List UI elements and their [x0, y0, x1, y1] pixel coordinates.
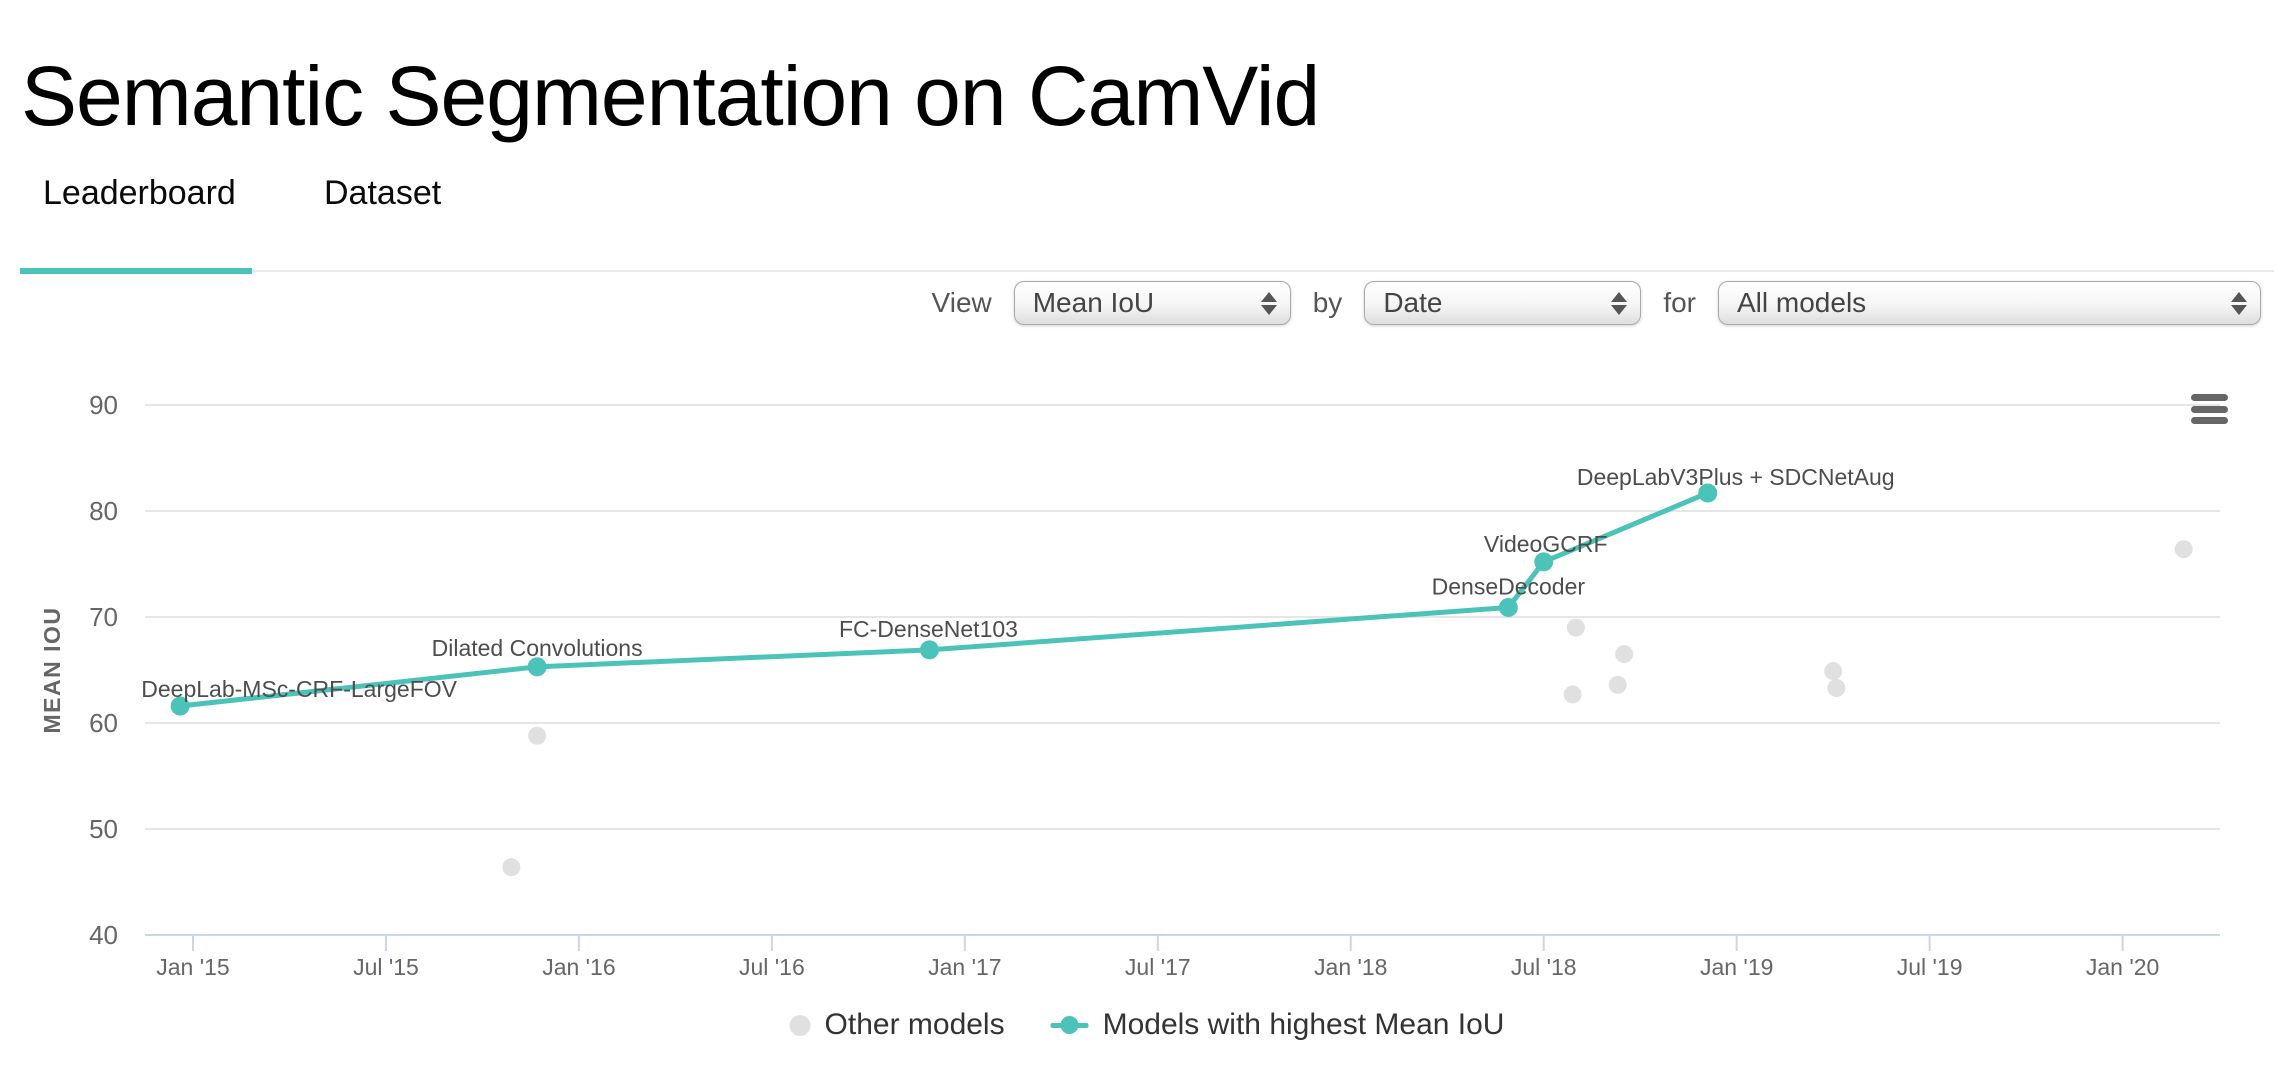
y-axis-label: 40 — [89, 920, 118, 950]
best-model-point[interactable] — [527, 657, 547, 677]
other-model-point[interactable] — [1566, 618, 1585, 637]
select-arrows-icon — [2231, 291, 2247, 315]
legend-item-models-with-highest-mean-iou[interactable]: Models with highest Mean IoU — [1050, 1008, 1505, 1042]
chart-canvas: 40 50 60 70 80 90 Jan '15 Jul '15 Jan '16 Jul '16… — [39, 390, 2220, 980]
axis-select[interactable]: Date — [1364, 281, 1642, 325]
other-model-point[interactable] — [1608, 675, 1627, 694]
best-models-line — [177, 490, 1711, 709]
data-point-label: DenseDecoder — [1432, 573, 1586, 599]
metric-select[interactable]: Mean IoU — [1013, 281, 1291, 325]
by-label: by — [1312, 287, 1343, 318]
data-point-label: DeepLabV3Plus + SDCNetAug — [1577, 464, 1895, 490]
y-axis-title: MEAN IOU — [39, 607, 65, 734]
legend-label: Models with highest Mean IoU — [1102, 1008, 1505, 1041]
y-axis-label: 80 — [89, 496, 118, 526]
page-title: Semantic Segmentation on CamVid — [21, 49, 1320, 144]
x-axis-label: Jul '15 — [353, 954, 419, 980]
hamburger-icon — [2191, 405, 2228, 413]
y-axis-label: 60 — [89, 708, 118, 738]
other-model-point[interactable] — [1563, 685, 1582, 704]
x-axis-label: Jul '18 — [1511, 954, 1577, 980]
best-model-point[interactable] — [170, 696, 190, 716]
other-model-point[interactable] — [1824, 662, 1843, 681]
for-label: for — [1663, 287, 1696, 318]
chart-view-controls: View Mean IoU by Date for All models — [932, 281, 2261, 325]
active-tab-underline — [20, 268, 252, 274]
other-model-point[interactable] — [1827, 679, 1846, 698]
x-axis-label: Jul '17 — [1125, 954, 1191, 980]
x-axis-label: Jan '18 — [1314, 954, 1387, 980]
view-label: View — [931, 287, 992, 318]
data-point-label: FC-DenseNet103 — [839, 616, 1018, 642]
metric-select-value: Mean IoU — [1032, 287, 1155, 318]
x-axis-label: Jan '19 — [1700, 954, 1773, 980]
data-point-label: VideoGCRF — [1484, 531, 1608, 557]
hamburger-icon — [2191, 394, 2228, 401]
select-arrows-icon — [1611, 291, 1628, 315]
legend-item-other-models[interactable]: Other models — [789, 1008, 1005, 1042]
chart-export-menu-button[interactable] — [2191, 394, 2228, 424]
tab-bar: Leaderboard Dataset — [20, 158, 2274, 274]
x-axis-label: Jan '20 — [2086, 954, 2159, 980]
best-model-point[interactable] — [1698, 483, 1718, 503]
x-axis-label: Jul '19 — [1897, 954, 1963, 980]
data-point-label: DeepLab-MSc-CRF-LargeFOV — [141, 676, 457, 702]
chart-legend: Other models Models with highest Mean IoU — [789, 1008, 1505, 1042]
other-model-point[interactable] — [1615, 645, 1634, 664]
other-model-point[interactable] — [502, 858, 521, 877]
hamburger-icon — [2191, 417, 2228, 424]
data-point-label: Dilated Convolutions — [432, 635, 643, 661]
best-model-point[interactable] — [1498, 597, 1518, 617]
best-model-point[interactable] — [919, 640, 939, 660]
models-filter-select-value: All models — [1737, 287, 1867, 318]
x-axis-label: Jul '16 — [739, 954, 805, 980]
other-model-point[interactable] — [2174, 540, 2193, 559]
best-model-point[interactable] — [1534, 552, 1554, 572]
tab-leaderboard[interactable]: Leaderboard — [43, 174, 236, 212]
y-axis-label: 90 — [89, 390, 118, 420]
x-axis-label: Jan '17 — [928, 954, 1001, 980]
other-model-point[interactable] — [528, 726, 547, 745]
models-filter-select[interactable]: All models — [1718, 281, 2261, 325]
x-axis-label: Jan '15 — [156, 954, 229, 980]
y-axis-label: 50 — [89, 814, 118, 844]
legend-dot-icon — [789, 1014, 811, 1036]
axis-select-value: Date — [1383, 287, 1443, 318]
y-axis-label: 70 — [89, 602, 118, 632]
legend-line-dot-icon — [1050, 1014, 1089, 1036]
legend-label: Other models — [824, 1008, 1005, 1041]
select-arrows-icon — [1260, 291, 1277, 315]
tab-dataset[interactable]: Dataset — [324, 174, 442, 212]
leaderboard-chart: 40 50 60 70 80 90 Jan '15 Jul '15 Jan '16 Jul '16… — [0, 376, 2294, 1016]
x-axis-label: Jan '16 — [542, 954, 615, 980]
